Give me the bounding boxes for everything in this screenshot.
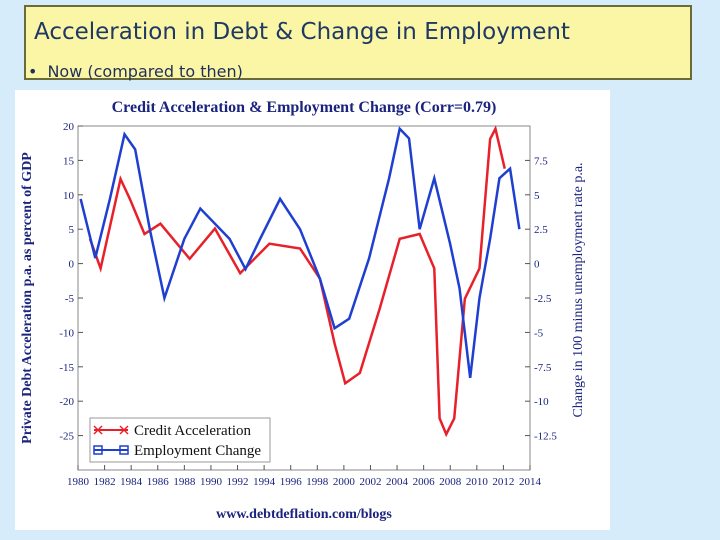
- x-tick-label: 1982: [94, 476, 116, 488]
- y2-tick-label: 7.5: [534, 155, 548, 167]
- x-tick-label: 1980: [67, 476, 90, 488]
- y2-tick-label: -2.5: [534, 293, 552, 305]
- x-tick-label: 2002: [359, 476, 381, 488]
- x-tick-label: 2006: [413, 476, 436, 488]
- series-line: [79, 126, 521, 378]
- y2-tick-label: -12.5: [534, 431, 557, 443]
- x-tick-label: 2004: [386, 476, 409, 488]
- y-tick-label: -5: [65, 293, 75, 305]
- x-tick-label: 2010: [466, 476, 489, 488]
- y-tick-label: 15: [63, 155, 75, 167]
- legend-label: Employment Change: [134, 443, 261, 459]
- y2-tick-label: 5: [534, 190, 540, 202]
- y2-tick-label: -10: [534, 396, 549, 408]
- y2-axis-label: Change in 100 minus unemployment rate p.…: [571, 162, 586, 417]
- slide-title: Acceleration in Debt & Change in Employm…: [34, 19, 570, 45]
- y-tick-label: -15: [59, 362, 74, 374]
- x-tick-label: 2014: [519, 476, 542, 488]
- legend-marker: [93, 445, 103, 455]
- y2-tick-label: -5: [534, 327, 544, 339]
- x-tick-label: 1988: [173, 476, 196, 488]
- x-tick-label: 2008: [439, 476, 462, 488]
- y-tick-label: -25: [59, 431, 74, 443]
- x-tick-label: 1986: [147, 476, 170, 488]
- y2-tick-label: 0: [534, 259, 540, 271]
- y2-tick-label: 2.5: [534, 224, 548, 236]
- x-tick-label: 1996: [280, 476, 303, 488]
- title-box: Acceleration in Debt & Change in Employm…: [24, 5, 692, 80]
- chart-title: Credit Acceleration & Employment Change …: [112, 99, 497, 116]
- chart-background: [15, 90, 610, 530]
- x-tick-label: 1998: [306, 476, 329, 488]
- y-tick-label: -10: [59, 327, 74, 339]
- y-tick-label: -20: [59, 396, 74, 408]
- bullet: • Now (compared to then): [28, 62, 243, 81]
- legend-label: Credit Acceleration: [134, 423, 252, 439]
- footer: www.debtdeflation.com/blogs: [216, 507, 392, 522]
- x-tick-label: 1984: [120, 476, 143, 488]
- y-tick-label: 20: [63, 121, 75, 133]
- y-tick-label: 10: [63, 190, 75, 202]
- legend-marker: [119, 425, 129, 435]
- x-tick-label: 1992: [227, 476, 249, 488]
- x-tick-label: 2012: [492, 476, 514, 488]
- bullet-text: Now (compared to then): [47, 62, 243, 81]
- legend-marker: [119, 445, 129, 455]
- y-tick-label: 0: [69, 259, 75, 271]
- y2-tick-label: -7.5: [534, 362, 552, 374]
- x-tick-label: 1990: [200, 476, 223, 488]
- legend-marker: [93, 425, 103, 435]
- x-tick-label: 1994: [253, 476, 276, 488]
- y-axis-label: Private Debt Acceleration p.a. as percen…: [20, 152, 35, 444]
- y-tick-label: 5: [69, 224, 75, 236]
- x-tick-label: 2000: [333, 476, 356, 488]
